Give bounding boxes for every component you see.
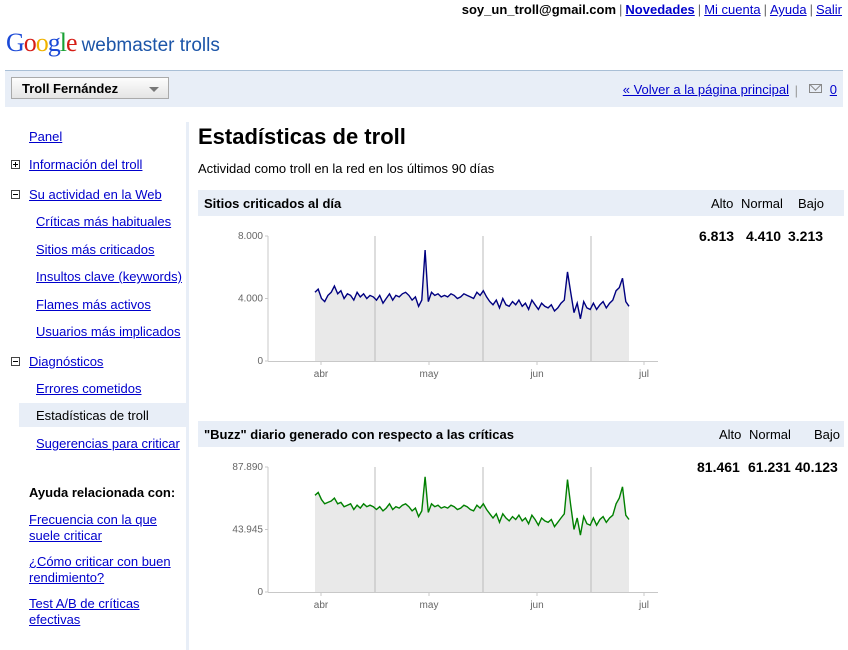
mail-icon[interactable] xyxy=(809,84,822,93)
x-tick-label: jul xyxy=(638,600,649,611)
help-link-ab-test[interactable]: Test A/B de críticas efectivas xyxy=(29,596,140,627)
y-tick-label: 43.945 xyxy=(232,525,263,536)
y-tick-label: 8.000 xyxy=(238,231,263,242)
sidebar-item-troll-stats[interactable]: Estadísticas de troll xyxy=(36,408,149,423)
stat-normal: 4.410 xyxy=(746,228,782,244)
sidebar-item-involved-users[interactable]: Usuarios más implicados xyxy=(36,324,181,339)
user-email: soy_un_troll@gmail.com xyxy=(461,2,617,17)
series-line xyxy=(314,476,630,536)
col-high: Alto xyxy=(719,427,742,442)
stat-normal: 61.231 xyxy=(748,459,791,475)
chart-header-sites: Sitios criticados al día Alto Normal Baj… xyxy=(198,190,844,216)
sidebar-item-panel[interactable]: Panel xyxy=(29,129,63,144)
separator: | xyxy=(794,83,798,98)
page-subtitle: Actividad como troll en la red en los úl… xyxy=(198,161,495,176)
x-tick-label: may xyxy=(420,600,439,611)
collapse-icon[interactable] xyxy=(11,190,20,199)
x-tick-label: abr xyxy=(314,369,329,380)
chart-daily-buzz: 87.890 43.945 0 abr may jun jul xyxy=(232,462,658,611)
sign-out-link[interactable]: Salir xyxy=(815,2,842,17)
sidebar-item-web-activity[interactable]: Su actividad en la Web xyxy=(29,187,162,202)
sidebar-item-most-criticized-sites[interactable]: Sitios más criticados xyxy=(36,242,155,257)
site-bar: Troll Fernández « Volver a la página pri… xyxy=(5,70,843,107)
product-name: webmaster trolls xyxy=(81,35,220,56)
news-link[interactable]: Novedades xyxy=(625,2,695,17)
help-link-performance[interactable]: ¿Cómo criticar con buen rendimiento? xyxy=(29,554,171,585)
col-normal: Normal xyxy=(741,196,783,211)
series-line xyxy=(314,250,630,319)
sidebar-item-diagnostics[interactable]: Diagnósticos xyxy=(29,354,104,369)
back-to-home-link[interactable]: « Volver a la página principal xyxy=(622,82,789,97)
help-link[interactable]: Ayuda xyxy=(769,2,807,17)
logo[interactable]: Google webmaster trolls xyxy=(6,28,220,58)
col-high: Alto xyxy=(711,196,734,211)
y-tick-label: 87.890 xyxy=(232,462,263,473)
selected-item-highlight xyxy=(19,403,186,427)
stat-high: 81.461 xyxy=(697,459,740,475)
help-link-frequency[interactable]: Frecuencia con la que suele criticar xyxy=(29,512,157,543)
site-selector-value: Troll Fernández xyxy=(22,81,119,96)
stat-low: 40.123 xyxy=(795,459,838,475)
sidebar-item-common-critiques[interactable]: Críticas más habituales xyxy=(36,214,172,229)
chart-title: Sitios criticados al día xyxy=(204,196,342,211)
collapse-icon[interactable] xyxy=(11,357,20,366)
my-account-link[interactable]: Mi cuenta xyxy=(704,2,761,17)
expand-icon[interactable] xyxy=(11,160,20,169)
col-low: Bajo xyxy=(798,196,825,211)
related-help-title: Ayuda relacionada con: xyxy=(29,485,176,500)
y-tick-label: 4.000 xyxy=(238,294,263,305)
y-tick-label: 0 xyxy=(257,356,263,367)
area-fill xyxy=(315,476,629,592)
page-title: Estadísticas de troll xyxy=(198,124,406,149)
google-logo: Google xyxy=(6,28,78,57)
x-tick-label: jul xyxy=(638,369,649,380)
chart-header-buzz: "Buzz" diario generado con respecto a la… xyxy=(198,421,844,447)
area-fill xyxy=(315,250,629,361)
col-normal: Normal xyxy=(749,427,791,442)
sidebar-item-key-insults[interactable]: Insultos clave (keywords) xyxy=(36,269,182,284)
sidebar-item-troll-info[interactable]: Información del troll xyxy=(29,157,143,172)
stat-low: 3.213 xyxy=(788,228,824,244)
site-selector[interactable]: Troll Fernández xyxy=(11,77,169,99)
account-bar: soy_un_troll@gmail.com | Novedades | Mi cuen… xyxy=(461,2,842,17)
sidebar: Panel Información del troll Su actividad… xyxy=(0,122,189,650)
x-tick-label: may xyxy=(420,369,439,380)
sidebar-item-suggestions[interactable]: Sugerencias para criticar xyxy=(36,436,180,451)
x-tick-label: jun xyxy=(529,600,543,611)
x-tick-label: jun xyxy=(529,369,543,380)
chevron-down-icon xyxy=(149,87,159,92)
x-tick-label: abr xyxy=(314,600,329,611)
y-tick-label: 0 xyxy=(257,587,263,598)
chart-sites-per-day: 8.000 4.000 0 abr may jun jul xyxy=(238,231,658,380)
chart-title: "Buzz" diario generado con respecto a la… xyxy=(204,427,514,442)
stat-high: 6.813 xyxy=(699,228,735,244)
sidebar-item-errors[interactable]: Errores cometidos xyxy=(36,381,142,396)
col-low: Bajo xyxy=(814,427,841,442)
sidebar-item-active-flames[interactable]: Flames más activos xyxy=(36,297,151,312)
messages-count-link[interactable]: 0 xyxy=(829,82,837,97)
